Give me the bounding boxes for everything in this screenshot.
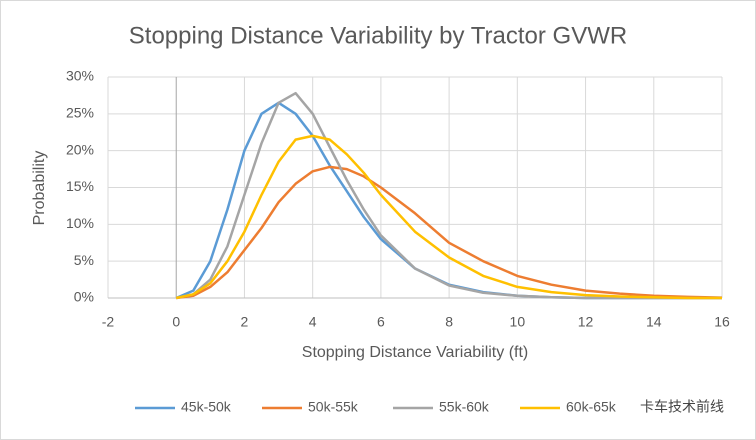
- x-axis-title: Stopping Distance Variability (ft): [302, 344, 528, 361]
- series-line: [175, 134, 722, 300]
- x-tick-label: 2: [241, 314, 249, 330]
- y-tick-label: 0%: [74, 289, 94, 305]
- x-tick-label: 0: [172, 314, 180, 330]
- x-tick-label: 10: [510, 314, 526, 330]
- legend-label: 55k-60k: [439, 399, 490, 415]
- x-tick-label: 14: [646, 314, 662, 330]
- x-tick-label: 6: [377, 314, 385, 330]
- watermark: 卡车技术前线: [640, 399, 724, 415]
- legend-label: 50k-55k: [308, 399, 359, 415]
- y-tick-label: 20%: [66, 141, 94, 157]
- series-line: [175, 91, 722, 300]
- legend-label: 45k-50k: [181, 399, 232, 415]
- y-tick-label: 15%: [66, 178, 94, 194]
- series-line: [176, 165, 723, 300]
- chart-title: Stopping Distance Variability by Tractor…: [129, 22, 627, 49]
- y-tick-label: 30%: [66, 68, 94, 84]
- x-tick-label: 16: [714, 314, 730, 330]
- y-tick-label: 5%: [74, 252, 94, 268]
- y-tick-label: 10%: [66, 215, 94, 231]
- legend-label: 60k-65k: [566, 399, 617, 415]
- y-tick-label: 25%: [66, 105, 94, 121]
- x-tick-label: 8: [445, 314, 453, 330]
- x-tick-label: 4: [309, 314, 317, 330]
- y-axis-title: Probability: [31, 151, 48, 226]
- x-tick-label: 12: [578, 314, 594, 330]
- x-tick-label: -2: [102, 314, 115, 330]
